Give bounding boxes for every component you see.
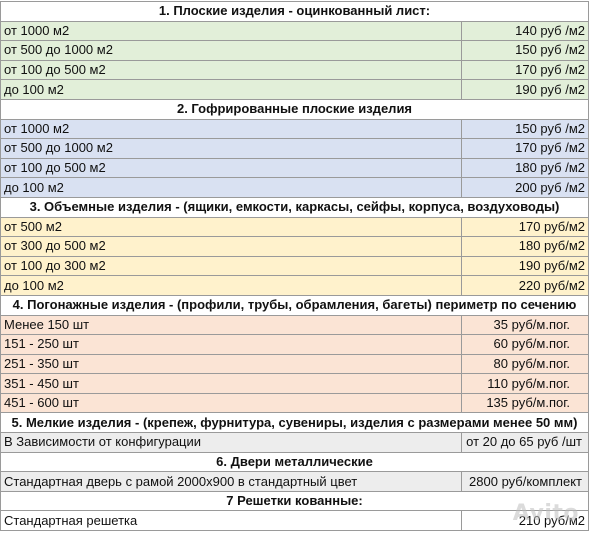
section-header-row: 7 Решетки кованные: — [0, 490, 589, 512]
section-title: 1. Плоские изделия - оцинкованный лист: — [0, 1, 589, 22]
price-cell: 200 руб /м2 — [461, 177, 589, 198]
price-cell: 150 руб /м2 — [461, 40, 589, 61]
section-title: 4. Погонажные изделия - (профили, трубы,… — [0, 294, 589, 316]
item-cell: 351 - 450 шт — [0, 373, 462, 394]
section-title: 7 Решетки кованные: — [0, 490, 589, 512]
price-cell: 220 руб/м2 — [461, 275, 589, 296]
item-cell: Менее 150 шт — [0, 314, 462, 336]
price-cell: от 20 до 65 руб /шт — [461, 432, 589, 453]
table-row: Менее 150 шт 35 руб/м.пог. — [0, 314, 589, 336]
item-cell: от 500 до 1000 м2 — [0, 40, 462, 61]
table-row: от 500 до 1000 м2 150 руб /м2 — [0, 40, 589, 61]
item-cell: от 1000 м2 — [0, 118, 462, 140]
item-cell: В Зависимости от конфигурации — [0, 432, 462, 453]
table-row: Стандартная решетка 210 руб/м2 — [0, 510, 589, 532]
table-row: Стандартная дверь с рамой 2000х900 в ста… — [0, 471, 589, 492]
section-header-row: 3. Объемные изделия - (ящики, емкости, к… — [0, 196, 589, 218]
price-cell: 110 руб/м.пог. — [461, 373, 589, 394]
table-row: от 100 до 300 м2 190 руб/м2 — [0, 255, 589, 277]
table-row: до 100 м2 200 руб /м2 — [0, 177, 589, 198]
item-cell: Стандартная решетка — [0, 510, 462, 532]
item-cell: 151 - 250 шт — [0, 334, 462, 355]
table-row: от 1000 м2 140 руб /м2 — [0, 20, 589, 42]
section-header-row: 1. Плоские изделия - оцинкованный лист: — [0, 1, 589, 22]
section-title: 3. Объемные изделия - (ящики, емкости, к… — [0, 196, 589, 218]
table-row: 151 - 250 шт 60 руб/м.пог. — [0, 334, 589, 355]
item-cell: от 1000 м2 — [0, 20, 462, 42]
item-cell: Стандартная дверь с рамой 2000х900 в ста… — [0, 471, 462, 492]
item-cell: 451 - 600 шт — [0, 392, 462, 414]
price-cell: 35 руб/м.пог. — [461, 314, 589, 336]
price-cell: 60 руб/м.пог. — [461, 334, 589, 355]
item-cell: от 100 до 500 м2 — [0, 157, 462, 179]
price-cell: 135 руб/м.пог. — [461, 392, 589, 414]
item-cell: до 100 м2 — [0, 275, 462, 296]
item-cell: от 500 до 1000 м2 — [0, 138, 462, 159]
price-cell: 180 руб /м2 — [461, 157, 589, 179]
table-row: до 100 м2 220 руб/м2 — [0, 275, 589, 296]
item-cell: до 100 м2 — [0, 79, 462, 100]
item-cell: от 500 м2 — [0, 216, 462, 238]
price-cell: 210 руб/м2 — [461, 510, 589, 532]
table-row: от 1000 м2 150 руб /м2 — [0, 118, 589, 140]
table-row: до 100 м2 190 руб /м2 — [0, 79, 589, 100]
item-cell: от 100 до 500 м2 — [0, 59, 462, 81]
price-cell: 150 руб /м2 — [461, 118, 589, 140]
price-cell: 180 руб/м2 — [461, 236, 589, 257]
table-row: 351 - 450 шт 110 руб/м.пог. — [0, 373, 589, 394]
section-header-row: 4. Погонажные изделия - (профили, трубы,… — [0, 294, 589, 316]
table-row: от 500 до 1000 м2 170 руб /м2 — [0, 138, 589, 159]
section-title: 2. Гофрированные плоские изделия — [0, 98, 589, 120]
table-row: от 100 до 500 м2 180 руб /м2 — [0, 157, 589, 179]
price-cell: 2800 руб/комплект — [461, 471, 589, 492]
price-cell: 140 руб /м2 — [461, 20, 589, 42]
price-cell: 170 руб/м2 — [461, 216, 589, 238]
section-header-row: 5. Мелкие изделия - (крепеж, фурнитура, … — [0, 412, 589, 434]
table-row: 451 - 600 шт 135 руб/м.пог. — [0, 392, 589, 414]
table-row: В Зависимости от конфигурации от 20 до 65… — [0, 432, 589, 453]
section-header-row: 6. Двери металлические — [0, 451, 589, 473]
item-cell: от 100 до 300 м2 — [0, 255, 462, 277]
price-cell: 170 руб /м2 — [461, 59, 589, 81]
section-header-row: 2. Гофрированные плоские изделия — [0, 98, 589, 120]
item-cell: 251 - 350 шт — [0, 353, 462, 375]
price-cell: 190 руб/м2 — [461, 255, 589, 277]
table-row: 251 - 350 шт 80 руб/м.пог. — [0, 353, 589, 375]
item-cell: до 100 м2 — [0, 177, 462, 198]
section-title: 6. Двери металлические — [0, 451, 589, 473]
price-cell: 170 руб /м2 — [461, 138, 589, 159]
table-row: от 100 до 500 м2 170 руб /м2 — [0, 59, 589, 81]
table-row: от 300 до 500 м2 180 руб/м2 — [0, 236, 589, 257]
item-cell: от 300 до 500 м2 — [0, 236, 462, 257]
price-cell: 190 руб /м2 — [461, 79, 589, 100]
price-cell: 80 руб/м.пог. — [461, 353, 589, 375]
section-title: 5. Мелкие изделия - (крепеж, фурнитура, … — [0, 412, 589, 434]
table-row: от 500 м2 170 руб/м2 — [0, 216, 589, 238]
